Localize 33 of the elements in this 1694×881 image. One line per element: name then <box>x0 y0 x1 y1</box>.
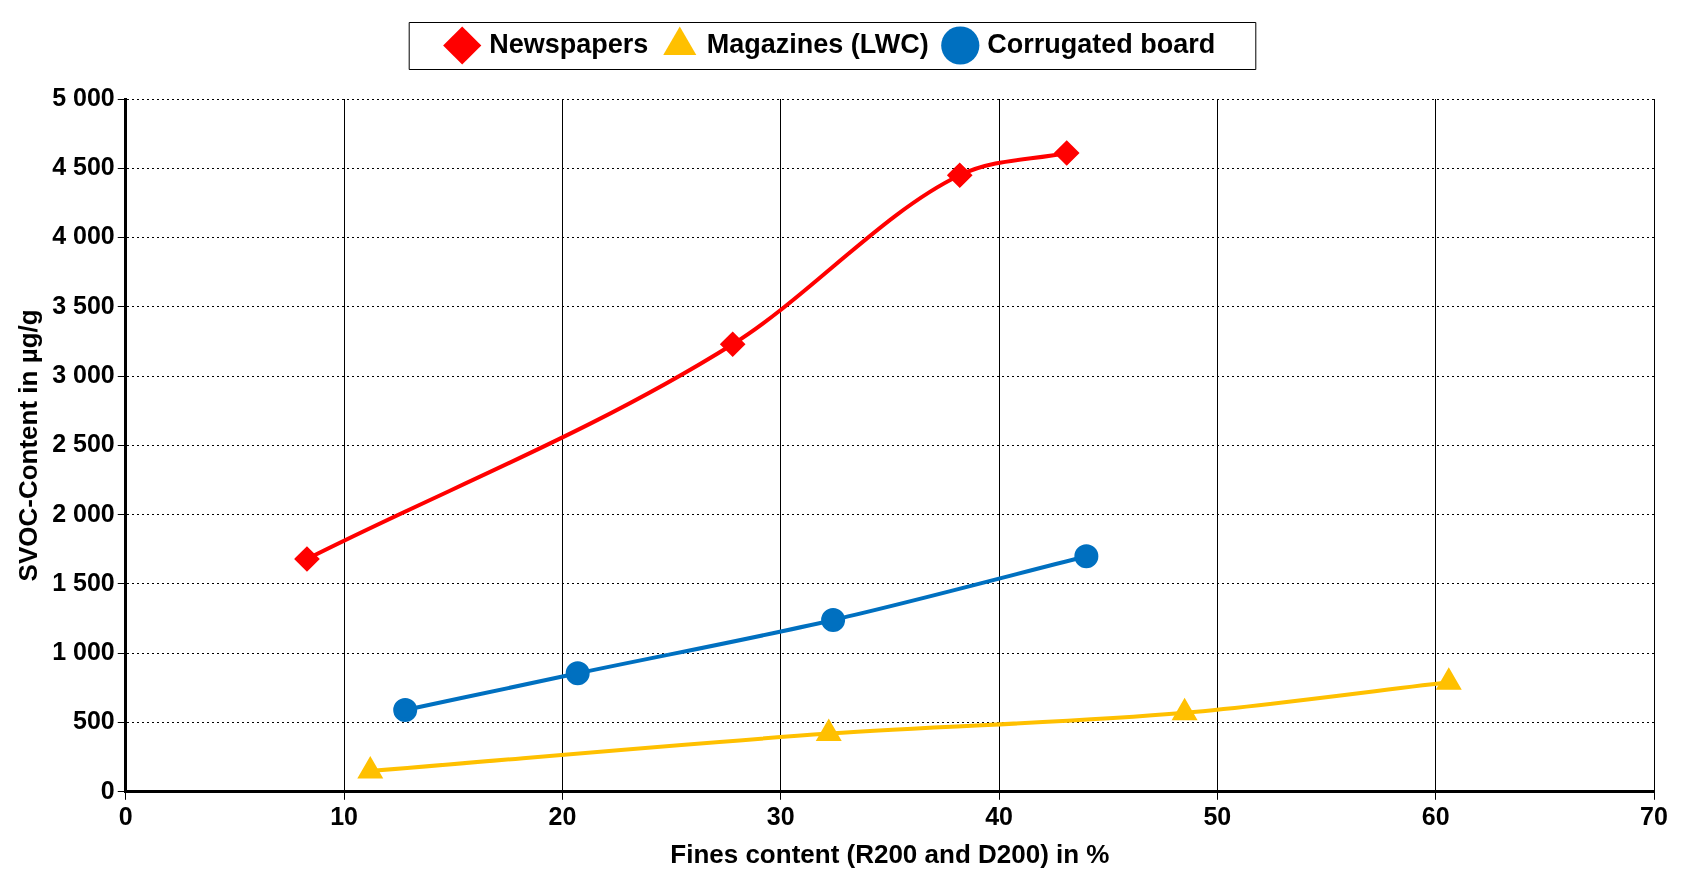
point <box>393 698 418 723</box>
x-tick-label: 70 <box>1640 801 1668 830</box>
x-tick-label: 30 <box>766 801 795 830</box>
x-tick-label: 10 <box>330 801 358 830</box>
x-tick-label: 0 <box>118 801 133 830</box>
x-axis-title: Fines content (R200 and D200) in % <box>670 838 1110 869</box>
y-tick-label: 4 000 <box>52 221 115 250</box>
point <box>1054 141 1079 166</box>
y-tick-label: 2 000 <box>52 498 115 527</box>
x-tick-label: 40 <box>985 801 1013 830</box>
y-tick-label: 500 <box>73 706 115 735</box>
y-tick-label: 1 000 <box>52 637 115 666</box>
y-tick-label: 5 000 <box>52 82 115 111</box>
y-tick-label: 1 500 <box>52 567 115 596</box>
y-tick-label: 3 500 <box>52 290 115 319</box>
x-tick-label: 50 <box>1203 801 1232 830</box>
y-axis-title: SVOC-Content in µg/g <box>12 309 43 582</box>
point <box>947 163 972 188</box>
point <box>1074 544 1099 569</box>
point <box>294 547 319 572</box>
x-tick-label: 20 <box>548 801 577 830</box>
point <box>720 332 745 357</box>
point <box>565 661 590 686</box>
legend-label: Newspapers <box>489 28 649 59</box>
x-tick-label: 60 <box>1421 801 1450 830</box>
y-tick-label: 0 <box>100 775 115 804</box>
point <box>821 607 846 632</box>
y-tick-label: 4 500 <box>52 152 115 181</box>
y-tick-label: 3 000 <box>52 360 115 389</box>
legend-label: Magazines (LWC) <box>706 28 929 59</box>
y-tick-label: 2 500 <box>52 429 115 458</box>
point <box>358 758 382 779</box>
legend-label: Corrugated board <box>987 28 1216 59</box>
